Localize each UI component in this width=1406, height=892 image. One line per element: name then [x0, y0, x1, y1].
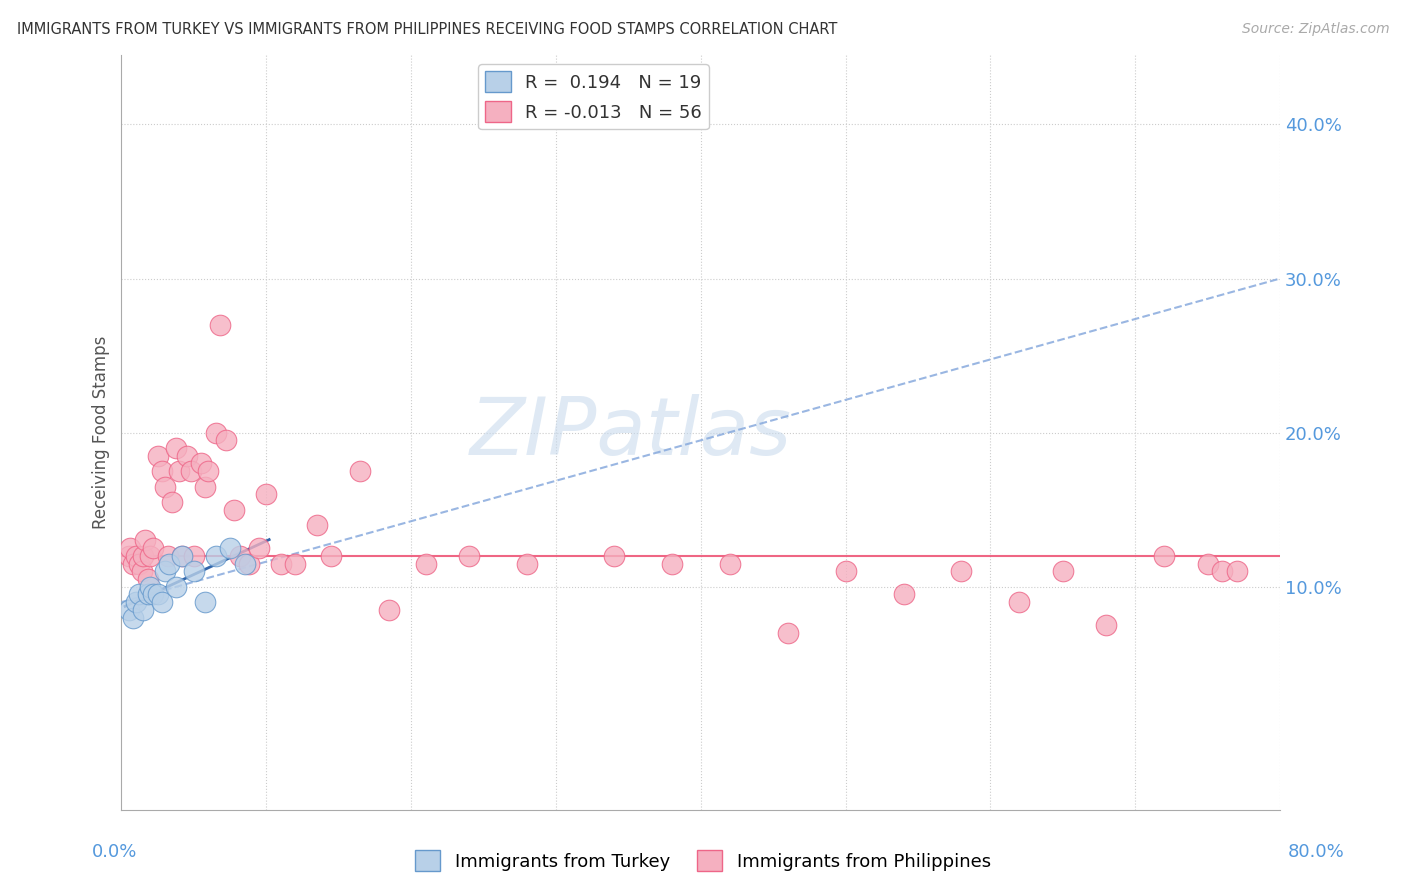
- Point: [194, 595, 217, 609]
- Point: [146, 587, 169, 601]
- Text: 80.0%: 80.0%: [1288, 843, 1344, 861]
- Point: [156, 549, 179, 563]
- Point: [415, 557, 437, 571]
- Point: [180, 464, 202, 478]
- Point: [153, 564, 176, 578]
- Point: [172, 549, 194, 563]
- Point: [1211, 564, 1233, 578]
- Text: Source: ZipAtlas.com: Source: ZipAtlas.com: [1241, 22, 1389, 37]
- Legend: R =  0.194   N = 19, R = -0.013   N = 56: R = 0.194 N = 19, R = -0.013 N = 56: [478, 64, 709, 129]
- Point: [153, 479, 176, 493]
- Point: [233, 557, 256, 571]
- Point: [172, 549, 194, 563]
- Point: [128, 587, 150, 601]
- Point: [190, 457, 212, 471]
- Point: [254, 487, 277, 501]
- Point: [893, 587, 915, 601]
- Point: [183, 549, 205, 563]
- Point: [718, 557, 741, 571]
- Point: [247, 541, 270, 556]
- Point: [215, 434, 238, 448]
- Point: [834, 564, 856, 578]
- Point: [1052, 564, 1074, 578]
- Point: [132, 603, 155, 617]
- Point: [238, 557, 260, 571]
- Point: [194, 479, 217, 493]
- Point: [146, 449, 169, 463]
- Point: [128, 557, 150, 571]
- Point: [204, 425, 226, 440]
- Point: [122, 610, 145, 624]
- Point: [125, 549, 148, 563]
- Point: [169, 464, 191, 478]
- Point: [208, 318, 231, 332]
- Point: [125, 595, 148, 609]
- Point: [139, 549, 162, 563]
- Point: [157, 557, 180, 571]
- Point: [122, 557, 145, 571]
- Point: [378, 603, 401, 617]
- Point: [950, 564, 973, 578]
- Point: [166, 580, 188, 594]
- Point: [229, 549, 252, 563]
- Point: [142, 541, 165, 556]
- Point: [458, 549, 481, 563]
- Point: [136, 587, 159, 601]
- Point: [139, 580, 162, 594]
- Point: [166, 441, 188, 455]
- Point: [321, 549, 343, 563]
- Point: [136, 572, 159, 586]
- Point: [132, 549, 155, 563]
- Point: [349, 464, 371, 478]
- Point: [270, 557, 292, 571]
- Point: [204, 549, 226, 563]
- Point: [142, 587, 165, 601]
- Point: [516, 557, 538, 571]
- Point: [305, 518, 328, 533]
- Point: [224, 502, 246, 516]
- Point: [1153, 549, 1175, 563]
- Text: ZIPatlas: ZIPatlas: [470, 393, 793, 472]
- Point: [134, 533, 156, 548]
- Point: [176, 449, 198, 463]
- Point: [1197, 557, 1219, 571]
- Point: [284, 557, 307, 571]
- Text: IMMIGRANTS FROM TURKEY VS IMMIGRANTS FROM PHILIPPINES RECEIVING FOOD STAMPS CORR: IMMIGRANTS FROM TURKEY VS IMMIGRANTS FRO…: [17, 22, 837, 37]
- Point: [118, 549, 141, 563]
- Point: [661, 557, 683, 571]
- Legend: Immigrants from Turkey, Immigrants from Philippines: Immigrants from Turkey, Immigrants from …: [408, 843, 998, 879]
- Point: [776, 626, 799, 640]
- Point: [197, 464, 219, 478]
- Point: [1226, 564, 1249, 578]
- Point: [219, 541, 242, 556]
- Point: [183, 564, 205, 578]
- Point: [160, 495, 183, 509]
- Text: 0.0%: 0.0%: [91, 843, 136, 861]
- Point: [150, 464, 173, 478]
- Point: [1008, 595, 1031, 609]
- Point: [118, 603, 141, 617]
- Point: [120, 541, 142, 556]
- Point: [603, 549, 626, 563]
- Y-axis label: Receiving Food Stamps: Receiving Food Stamps: [93, 336, 110, 529]
- Point: [1095, 618, 1118, 632]
- Point: [131, 564, 153, 578]
- Point: [150, 595, 173, 609]
